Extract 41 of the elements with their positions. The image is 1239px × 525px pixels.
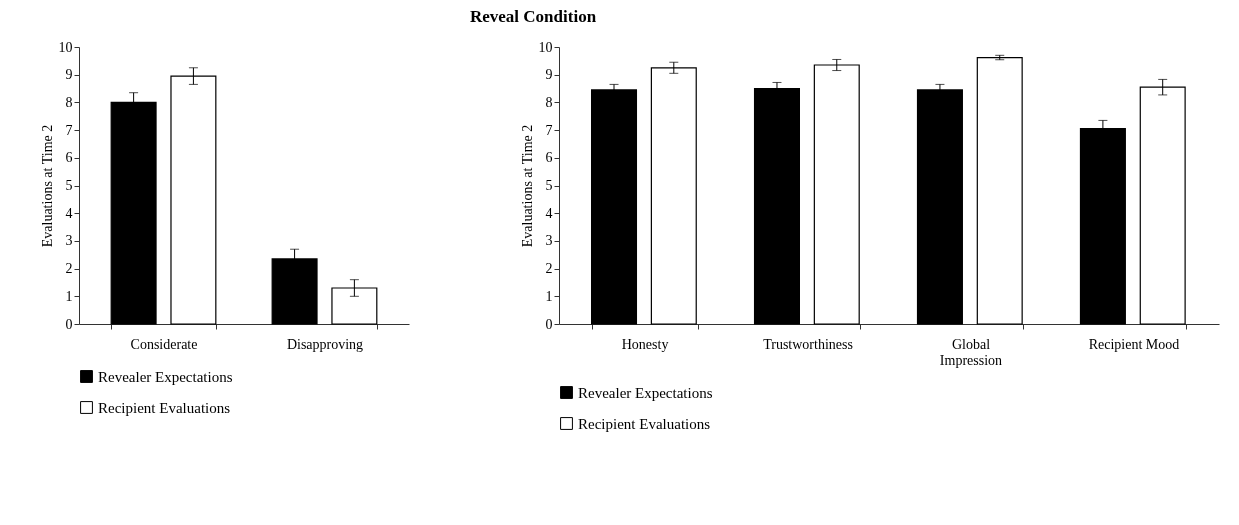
y-tick-label: 3 <box>65 233 73 249</box>
y-tick-label: 5 <box>65 178 73 193</box>
bar <box>650 67 697 325</box>
y-tick-label: 8 <box>65 94 73 110</box>
bar <box>976 56 1023 325</box>
y-axis-title: Evaluations at Time 2 <box>39 124 55 248</box>
bar <box>590 89 638 325</box>
y-tick-label: 1 <box>545 288 553 304</box>
y-tick-label: 7 <box>545 122 553 138</box>
x-tick-label: Considerate <box>130 336 198 352</box>
y-tick-label: 10 <box>58 39 73 55</box>
y-tick-label: 7 <box>65 122 73 138</box>
x-tick-label: Disapproving <box>286 336 364 352</box>
x-tick-label: Recipient Mood <box>1088 336 1180 352</box>
bar <box>813 64 860 325</box>
legend-label: Recipient Evaluations <box>98 399 231 416</box>
y-tick-label: 4 <box>545 205 553 221</box>
y-tick-label: 0 <box>65 316 73 332</box>
chart-title: Reveal Condition <box>470 7 597 26</box>
y-tick-label: 5 <box>545 178 553 193</box>
bar <box>916 89 963 325</box>
legend-label: Revealer Expectations <box>98 368 233 385</box>
y-tick-label: 9 <box>545 67 553 83</box>
y-tick-label: 2 <box>65 261 73 277</box>
x-tick-label: Honesty <box>621 336 669 352</box>
y-tick-label: 4 <box>65 205 73 221</box>
legend-label: Recipient Evaluations <box>578 415 711 432</box>
x-tick-label: Global Impression <box>939 336 1003 368</box>
y-tick-label: 6 <box>545 150 553 166</box>
y-axis-title: Evaluations at Time 2 <box>519 124 535 248</box>
y-tick-label: 9 <box>65 67 73 83</box>
bar <box>753 87 800 325</box>
y-tick-label: 1 <box>65 288 73 304</box>
y-tick-label: 8 <box>545 94 553 110</box>
legend-label: Revealer Expectations <box>578 384 713 401</box>
y-tick-label: 0 <box>545 316 553 332</box>
y-tick-label: 6 <box>65 150 73 166</box>
y-tick-label: 10 <box>538 39 553 55</box>
y-tick-label: 3 <box>545 233 553 249</box>
y-tick-label: 2 <box>545 261 553 277</box>
x-tick-label: Trustworthiness <box>763 336 853 352</box>
